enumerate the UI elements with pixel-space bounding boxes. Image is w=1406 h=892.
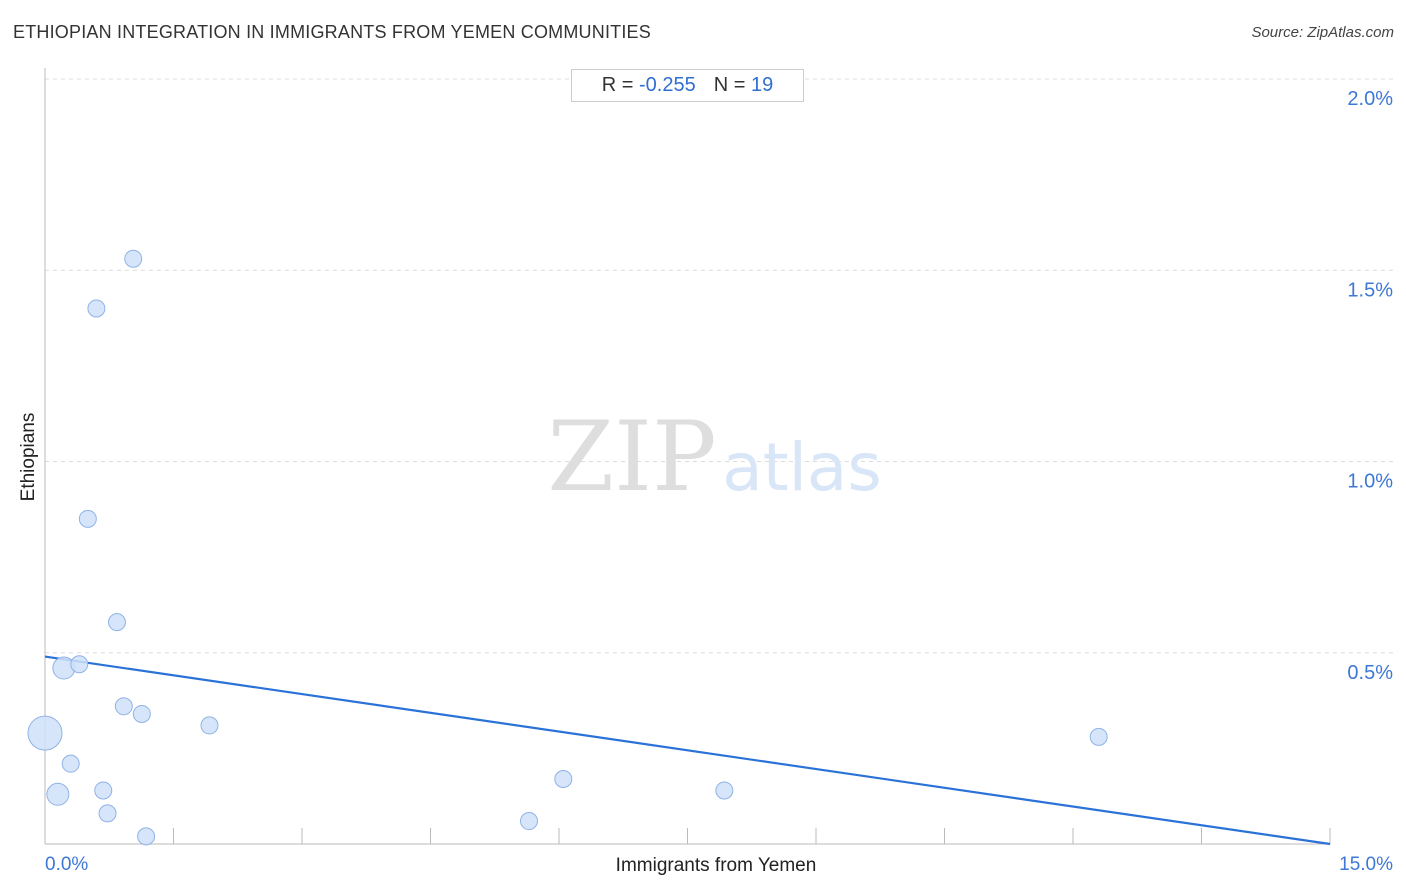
data-point: [70, 655, 89, 674]
data-point: [78, 509, 97, 528]
source-credit: Source: ZipAtlas.com: [1251, 24, 1394, 41]
y-tick-label: 1.0%: [1347, 471, 1393, 493]
watermark-zip: ZIP: [547, 401, 716, 513]
data-point: [520, 812, 539, 831]
data-point: [114, 697, 133, 716]
data-point: [61, 754, 80, 773]
data-point: [554, 769, 573, 788]
data-point: [132, 704, 151, 723]
data-point: [1089, 727, 1108, 746]
y-axis-title: Ethiopians: [18, 413, 39, 502]
r-label: R =: [601, 74, 634, 96]
trend-line: [44, 655, 1331, 846]
data-point: [46, 782, 70, 806]
data-point: [200, 716, 219, 735]
x-tick-label: 0.0%: [45, 854, 88, 875]
y-tick-label: 2.0%: [1347, 88, 1393, 110]
r-stat: R = -0.255: [602, 74, 696, 97]
data-point: [715, 781, 734, 800]
y-tick-label: 1.5%: [1347, 279, 1393, 301]
y-tick-label: 0.5%: [1347, 662, 1393, 684]
x-tick-label: 15.0%: [1339, 854, 1393, 875]
correlation-stats-box: R = -0.255 N = 19: [571, 69, 804, 102]
chart-title: ETHIOPIAN INTEGRATION IN IMMIGRANTS FROM…: [13, 22, 651, 42]
data-point: [94, 781, 113, 800]
watermark-atlas: atlas: [722, 429, 882, 506]
r-value: -0.255: [639, 74, 696, 96]
data-point: [124, 249, 143, 268]
n-label: N =: [713, 74, 746, 96]
data-point: [27, 715, 63, 751]
data-point: [107, 613, 126, 632]
n-value: 19: [750, 74, 774, 96]
data-point: [98, 804, 117, 823]
n-stat: N = 19: [714, 74, 774, 97]
data-point: [137, 827, 156, 846]
data-point: [87, 299, 106, 318]
x-axis-title: Immigrants from Yemen: [616, 855, 817, 876]
